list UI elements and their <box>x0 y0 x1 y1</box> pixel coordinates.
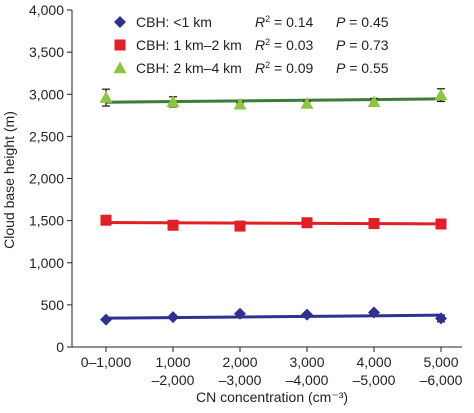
y-tick-label: 4,000 <box>29 2 64 18</box>
x-tick-label: 5,000 <box>423 354 458 370</box>
x-tick-label: 4,000 <box>356 354 391 370</box>
data-point <box>435 312 447 325</box>
x-tick-label: –6,000 <box>420 372 463 388</box>
legend: CBH: <1 km R2 = 0.14 P = 0.45 CBH: 1 km–2 k… <box>113 14 389 76</box>
error-bars <box>102 88 445 323</box>
data-point <box>99 91 113 103</box>
x-tick-label: –4,000 <box>286 372 329 388</box>
legend-p-value: P = 0.55 <box>336 60 389 76</box>
x-axis-label: CN concentration (cm⁻³) <box>196 389 348 405</box>
data-point <box>234 307 246 320</box>
x-tick-label: 2,000 <box>222 354 257 370</box>
fit-line <box>105 313 442 320</box>
data-point <box>234 220 246 232</box>
legend-series-name: CBH: 2 km–4 km <box>136 60 242 76</box>
legend-series-name: CBH: <1 km <box>136 14 212 30</box>
fit-line <box>105 97 442 104</box>
x-tick-label: 1,000 <box>155 354 190 370</box>
data-point <box>300 97 314 109</box>
x-ticks: 0–1,000 1,000 –2,000 2,000 –3,000 3,000 –4,000… <box>81 347 463 388</box>
data-point <box>100 313 112 326</box>
y-tick-label: 0 <box>56 339 64 355</box>
legend-p-value: P = 0.45 <box>336 14 389 30</box>
x-tick-label: 0–1,000 <box>81 354 132 370</box>
y-tick-label: 3,000 <box>29 86 64 102</box>
data-point <box>301 217 313 229</box>
data-markers <box>99 88 448 326</box>
y-ticks: 0 500 1,000 1,500 2,000 2,500 3,000 3,500 4,000 <box>29 2 72 355</box>
legend-marker <box>114 39 126 51</box>
legend-marker <box>114 16 126 28</box>
data-point <box>368 218 380 230</box>
data-point <box>435 218 447 230</box>
legend-r2: R2 = 0.03 <box>255 37 314 53</box>
legend-p-value: P = 0.73 <box>336 37 389 53</box>
data-point <box>167 311 179 324</box>
data-point <box>233 97 247 110</box>
fit-line <box>105 220 442 226</box>
data-point <box>167 219 179 231</box>
data-point <box>166 95 180 108</box>
data-point <box>434 88 448 101</box>
y-tick-label: 1,000 <box>29 255 64 271</box>
y-tick-label: 2,500 <box>29 128 64 144</box>
data-point <box>100 214 112 226</box>
y-tick-label: 500 <box>41 297 65 313</box>
legend-marker <box>113 61 127 74</box>
x-tick-label: 3,000 <box>289 354 324 370</box>
data-point <box>301 308 313 321</box>
y-tick-label: 2,000 <box>29 171 64 187</box>
data-point <box>368 306 380 319</box>
x-tick-label: –5,000 <box>353 372 396 388</box>
data-point <box>367 95 381 108</box>
y-axis-label: Cloud base height (m) <box>1 111 17 249</box>
legend-series-name: CBH: 1 km–2 km <box>136 37 242 53</box>
x-tick-label: –2,000 <box>152 372 195 388</box>
x-tick-label: –3,000 <box>219 372 262 388</box>
legend-r2: R2 = 0.14 <box>255 14 314 30</box>
legend-r2: R2 = 0.09 <box>255 60 314 76</box>
y-tick-label: 3,500 <box>29 44 64 60</box>
fit-lines <box>105 97 442 320</box>
y-tick-label: 1,500 <box>29 213 64 229</box>
